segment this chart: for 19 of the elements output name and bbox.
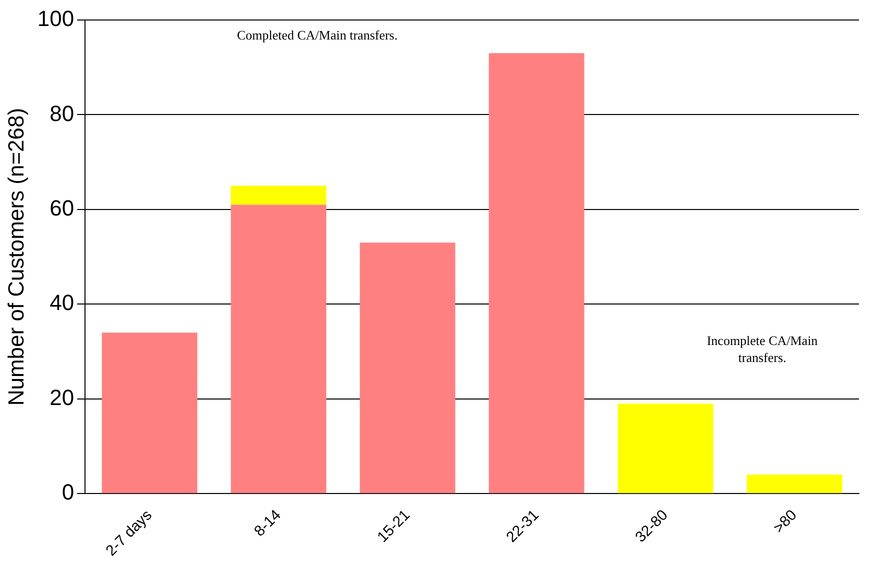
y-tick-label: 0 <box>62 480 74 505</box>
y-tick-label: 40 <box>50 290 74 316</box>
x-tick-label: 8-14 <box>251 506 284 540</box>
y-tick-label: 100 <box>37 6 74 32</box>
bar <box>360 242 456 494</box>
annotation: Incomplete CA/Main transfers. <box>706 332 818 365</box>
x-tick-label: >80 <box>770 506 800 537</box>
y-axis-title: Number of Customers (n=268) <box>3 108 28 406</box>
bar <box>746 474 842 494</box>
bar <box>230 204 326 494</box>
y-tick-label: 20 <box>50 384 74 410</box>
y-tick-label: 60 <box>50 196 74 220</box>
y-tick-label: 80 <box>50 100 74 126</box>
annotation: Completed CA/Main transfers. <box>236 27 398 42</box>
bar <box>102 332 198 494</box>
bar <box>618 404 714 494</box>
bar <box>230 186 326 205</box>
bar <box>488 53 584 494</box>
x-tick-label: 2-7 days <box>102 506 156 560</box>
